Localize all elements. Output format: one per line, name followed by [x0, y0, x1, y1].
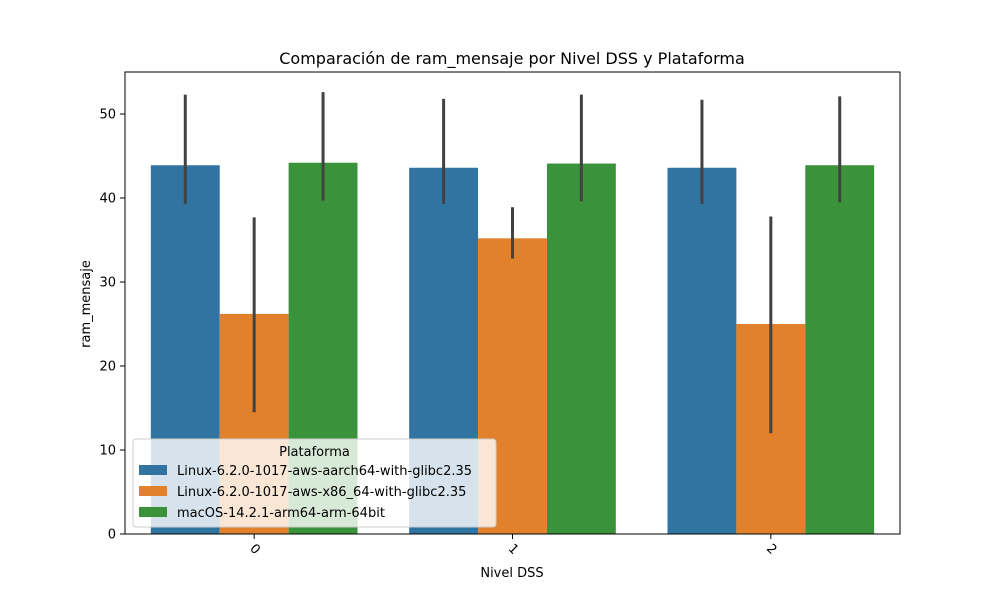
y-tick-label: 50	[99, 108, 116, 123]
chart-title: Comparación de ram_mensaje por Nivel DSS…	[279, 49, 745, 69]
legend-swatch	[139, 507, 167, 517]
bar-series-1-cat-2	[667, 167, 737, 534]
legend-title: Plataforma	[279, 445, 350, 460]
y-axis-title: ram_mensaje	[79, 260, 94, 348]
legend-box	[132, 438, 497, 528]
y-tick-label: 0	[108, 528, 116, 543]
legend-label: Linux-6.2.0-1017-aws-x86_64-with-glibc2.…	[177, 485, 466, 500]
legend: Plataforma Linux-6.2.0-1017-aws-aarch64-w…	[132, 438, 497, 528]
y-tick-label: 10	[99, 444, 116, 459]
legend-label: macOS-14.2.1-arm64-arm-64bit	[177, 506, 385, 521]
x-axis-title: Nivel DSS	[480, 566, 543, 581]
legend-swatch	[139, 486, 167, 496]
bar-series-3-cat-1	[546, 163, 616, 534]
legend-label: Linux-6.2.0-1017-aws-aarch64-with-glibc2…	[177, 464, 472, 479]
y-tick-label: 30	[99, 276, 116, 291]
bar-series-3-cat-2	[805, 165, 875, 535]
legend-swatch	[139, 465, 167, 475]
y-tick-label: 40	[99, 192, 116, 207]
error-bars-layer	[183, 92, 842, 434]
y-tick-label: 20	[99, 360, 116, 375]
